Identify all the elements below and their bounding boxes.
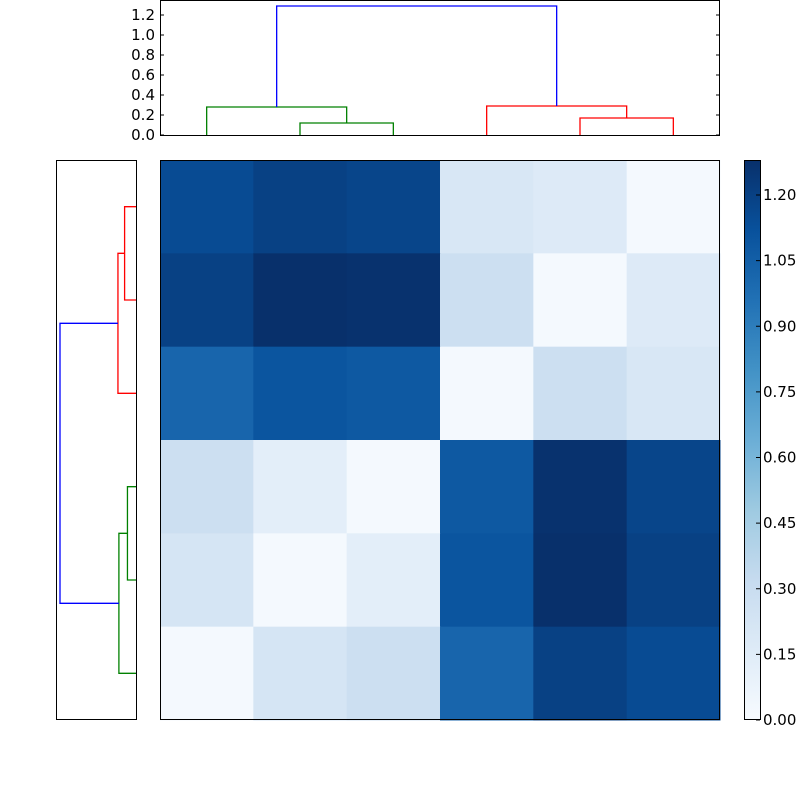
heatmap-cell: [533, 346, 628, 441]
ytick-label: 0.4: [131, 86, 155, 104]
dendrogram-link: [579, 117, 674, 135]
colorbar-tick-label: 1.05: [763, 252, 796, 270]
heatmap-cell: [626, 533, 721, 628]
dendrogram-link: [126, 486, 136, 581]
heatmap-cell: [346, 346, 441, 441]
heatmap-cell: [533, 626, 628, 721]
heatmap-cell: [160, 160, 254, 254]
dendrogram-link: [59, 322, 119, 604]
colorbar-tick-label: 1.20: [763, 186, 796, 204]
heatmap-cell: [626, 346, 721, 441]
heatmap-cell: [626, 440, 721, 534]
ytick-label: 1.0: [131, 26, 155, 44]
heatmap-cell: [533, 440, 628, 534]
colorbar-tick-label: 0.60: [763, 449, 796, 467]
colorbar-frame: [744, 160, 761, 720]
heatmap-cell: [346, 253, 441, 348]
heatmap-cell: [253, 533, 348, 628]
colorbar-tick-label: 0.45: [763, 514, 796, 532]
dendrogram-link: [206, 106, 348, 135]
colorbar-tick-label: 0.90: [763, 317, 796, 335]
colorbar: 0.00 0.15 0.30 0.45 0.60 0.75 0.90 1.05 1.20: [744, 160, 796, 729]
top-dendrogram: 0.0 0.2 0.4 0.6 0.8 1.0 1.2: [131, 0, 720, 144]
heatmap-cell: [160, 440, 254, 534]
left-dendrogram: [56, 160, 137, 720]
top-dendrogram-frame: [160, 0, 720, 136]
heatmap-cell: [160, 533, 254, 628]
top-dendrogram-links: [206, 5, 674, 135]
heatmap-cell: [440, 253, 534, 348]
heatmap-cell: [253, 346, 348, 441]
colorbar-ticks: 0.00 0.15 0.30 0.45 0.60 0.75 0.90 1.05 1.20: [756, 186, 796, 729]
dendrogram-link: [117, 252, 136, 394]
heatmap-cell: [160, 253, 254, 348]
heatmap-cell: [160, 346, 254, 441]
heatmap-cell: [346, 533, 441, 628]
heatmap-cell: [440, 346, 534, 441]
ytick-label: 0.2: [131, 106, 155, 124]
heatmap-frame: [160, 160, 720, 720]
left-dendrogram-links: [59, 206, 136, 674]
heatmap-cell: [346, 440, 441, 534]
left-dendrogram-frame: [56, 160, 137, 720]
ytick-label: 0.0: [131, 126, 155, 144]
heatmap-cell: [253, 160, 348, 254]
heatmap-cell: [440, 533, 534, 628]
ytick-label: 0.8: [131, 46, 155, 64]
heatmap-cell: [253, 440, 348, 534]
heatmap-cell: [440, 160, 534, 254]
dendrogram-link: [486, 105, 628, 135]
dendrogram-link: [299, 122, 394, 135]
dendrogram-link: [123, 206, 136, 301]
heatmap-cell: [533, 160, 628, 254]
heatmap-cell: [346, 626, 441, 721]
top-dendrogram-yaxis: 0.0 0.2 0.4 0.6 0.8 1.0 1.2: [131, 6, 720, 144]
heatmap-cell: [160, 626, 254, 721]
colorbar-gradient: [744, 160, 760, 720]
ytick-label: 1.2: [131, 6, 155, 24]
heatmap-cell: [626, 160, 721, 254]
heatmap-cell: [253, 626, 348, 721]
ytick-label: 0.6: [131, 66, 155, 84]
heatmap-cell: [253, 253, 348, 348]
colorbar-tick-label: 0.75: [763, 383, 796, 401]
dendrogram-link: [276, 5, 558, 107]
heatmap-cell: [440, 626, 534, 721]
colorbar-tick-label: 0.00: [763, 711, 796, 729]
heatmap-cell: [626, 253, 721, 348]
heatmap-cells: [160, 160, 721, 721]
colorbar-tick-label: 0.15: [763, 645, 796, 663]
heatmap: [160, 160, 721, 721]
heatmap-cell: [533, 253, 628, 348]
heatmap-cell: [440, 440, 534, 534]
heatmap-cell: [626, 626, 721, 721]
heatmap-cell: [533, 533, 628, 628]
colorbar-tick-label: 0.30: [763, 580, 796, 598]
heatmap-cell: [346, 160, 441, 254]
